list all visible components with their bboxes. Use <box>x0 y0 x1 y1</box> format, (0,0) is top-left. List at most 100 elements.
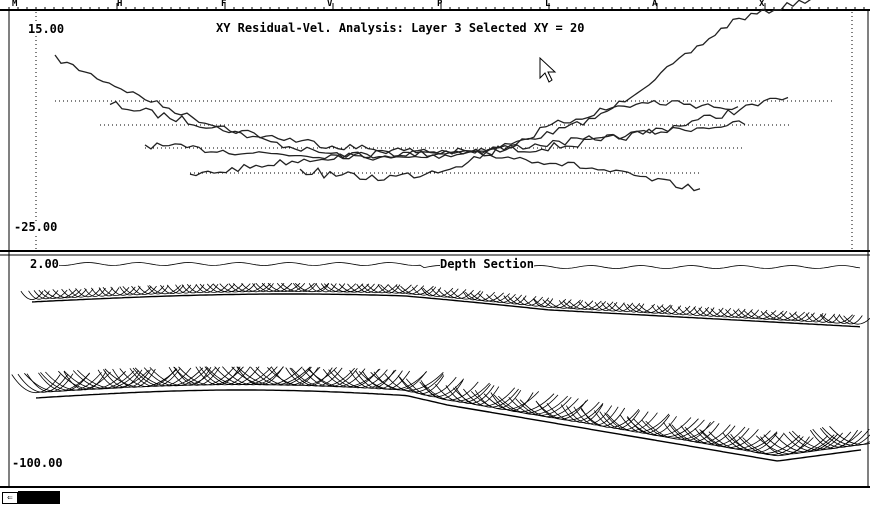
depth-top-label: 2.00 <box>30 257 59 271</box>
migration-arc <box>515 398 579 418</box>
migration-arc <box>515 296 543 306</box>
migration-arc <box>231 366 303 386</box>
migration-arc <box>366 284 398 294</box>
migration-arc <box>639 304 671 314</box>
migration-arc <box>377 284 401 294</box>
migration-arc <box>444 289 474 299</box>
top-marker-label: H <box>117 0 123 9</box>
scrollbar-thumb[interactable] <box>18 491 60 504</box>
migration-arc <box>750 310 784 320</box>
migration-arc <box>677 306 703 316</box>
migration-arc <box>522 297 550 307</box>
y-min-label: -25.00 <box>14 220 58 234</box>
migration-arc <box>680 425 736 445</box>
migration-arc <box>641 419 705 439</box>
y-max-label: 15.00 <box>28 22 65 36</box>
migration-arc <box>601 302 625 312</box>
migration-arc <box>175 284 197 294</box>
migration-arc <box>219 283 251 293</box>
migration-arc <box>38 372 90 392</box>
migration-arc <box>250 366 312 386</box>
migration-arc <box>532 298 554 308</box>
migration-arc <box>763 434 835 454</box>
mouse-cursor-icon <box>539 56 557 83</box>
migration-arc <box>90 287 114 297</box>
migration-arc <box>232 283 266 293</box>
migration-arc <box>788 431 852 451</box>
migration-arc <box>267 367 337 386</box>
migration-arc <box>546 402 604 422</box>
migration-arc <box>75 288 101 298</box>
migration-arc <box>110 286 136 296</box>
residual-curve <box>189 148 701 192</box>
migration-arc <box>11 374 61 393</box>
migration-arc <box>577 301 607 311</box>
depth-horizon <box>35 389 862 462</box>
migration-arc <box>63 370 135 390</box>
migration-arc <box>462 291 484 301</box>
migration-arc <box>829 426 870 445</box>
top-marker-label: P <box>437 0 443 9</box>
migration-arc <box>584 301 614 311</box>
top-panel-title: XY Residual-Vel. Analysis: Layer 3 Selec… <box>216 21 585 35</box>
migration-arc <box>810 429 858 449</box>
migration-arc <box>606 302 634 312</box>
migration-arc <box>349 369 395 389</box>
migration-arc <box>160 284 184 294</box>
migration-arc <box>43 289 77 299</box>
migration-arc <box>742 437 814 457</box>
migration-arc <box>307 368 381 388</box>
depth-section <box>11 262 870 462</box>
migration-arc <box>454 386 500 405</box>
migration-arc <box>137 285 165 295</box>
migration-arc <box>465 291 495 301</box>
migration-arc <box>503 295 527 305</box>
migration-arc <box>422 382 490 402</box>
migration-arc <box>68 288 94 298</box>
migration-arc <box>131 285 157 295</box>
residual-curve <box>54 0 811 161</box>
migration-arc <box>181 284 205 294</box>
migration-arc <box>222 366 284 386</box>
migration-arc <box>252 283 274 293</box>
migration-arc <box>328 369 388 389</box>
migration-arc <box>558 300 584 310</box>
migration-arc <box>122 286 152 296</box>
migration-arc <box>323 283 357 293</box>
migration-arc <box>97 369 143 389</box>
migration-arc <box>397 375 445 394</box>
migration-arc <box>399 376 457 396</box>
migration-arc <box>315 283 337 293</box>
migration-arc <box>791 430 863 450</box>
migration-arc <box>63 371 107 390</box>
migration-arc <box>547 299 581 309</box>
migration-arc <box>718 308 746 318</box>
migration-arc <box>704 308 732 318</box>
migration-arc <box>102 286 130 296</box>
migration-arc <box>725 309 753 319</box>
migration-arc <box>632 304 664 314</box>
migration-arc <box>400 285 434 295</box>
residual-curves <box>54 0 811 192</box>
migration-arc <box>132 367 192 387</box>
migration-arc <box>451 290 481 300</box>
migration-arc <box>261 282 293 292</box>
migration-arc <box>732 309 760 319</box>
scroll-left-arrow-icon[interactable]: ⇐ <box>2 492 18 504</box>
migration-arc <box>478 293 510 303</box>
migration-arc <box>212 283 244 293</box>
migration-arc <box>205 366 273 386</box>
migration-arc <box>255 283 285 293</box>
migration-arc <box>819 314 841 324</box>
migration-arc <box>535 400 587 420</box>
migration-arc <box>805 313 827 323</box>
migration-arc <box>241 283 271 293</box>
top-marker-label: V <box>327 0 333 9</box>
migration-arc <box>580 408 640 428</box>
migration-arc <box>292 282 318 292</box>
migration-arc <box>103 369 151 388</box>
migration-arc <box>206 283 236 293</box>
migration-arc <box>72 370 140 390</box>
migration-arc <box>199 366 251 386</box>
migration-arc <box>494 294 522 304</box>
